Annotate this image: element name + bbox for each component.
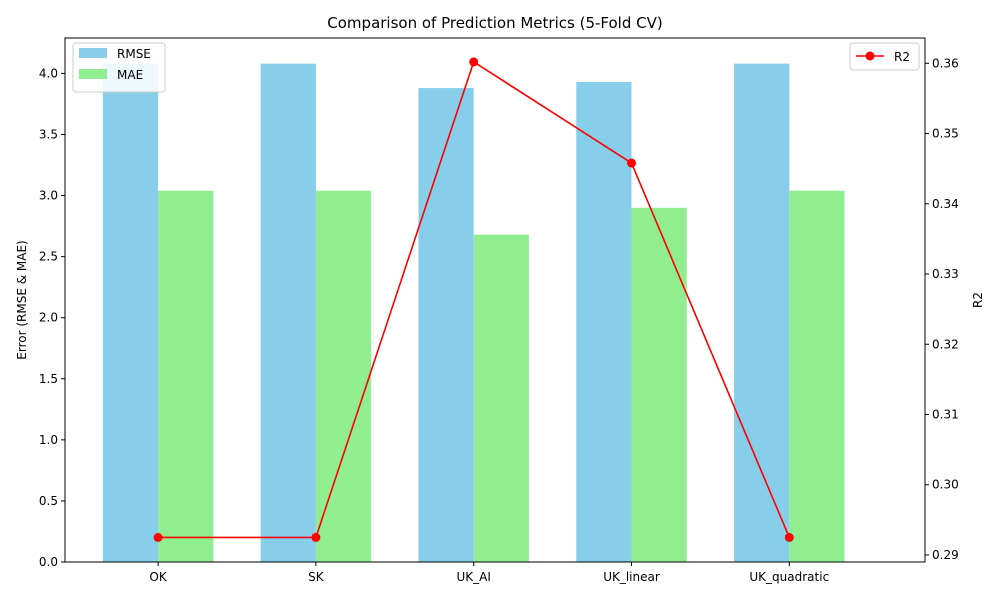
r2-point-uk_linear (626, 158, 636, 168)
axes-layer: 0.0 0.5 1.0 1.5 2.0 2.5 3.0 3.5 4.0 0.29 0.30 0.31 0… (39, 37, 959, 584)
bar-mae-uk_ai (473, 234, 529, 562)
legend-right: R2 (849, 42, 920, 71)
bar-rmse-uk_quadratic (734, 63, 790, 562)
y-tick-label: 1.0 (39, 433, 58, 447)
r2-line-layer (153, 57, 794, 542)
plot-frame (64, 37, 926, 563)
bar-mae-sk (315, 190, 372, 562)
x-tick-label: UK_linear (603, 570, 660, 584)
legend-swatch-rmse (79, 48, 107, 58)
y2-tick-label: 0.31 (932, 407, 959, 421)
bar-rmse-ok (102, 63, 159, 562)
x-tick-label: OK (149, 570, 167, 584)
y2-tick-label: 0.33 (932, 267, 959, 281)
y-tick-label: 3.0 (39, 189, 58, 203)
r2-point-uk_quadratic (784, 532, 794, 542)
y-tick-label: 3.5 (39, 127, 58, 141)
bars-layer (102, 63, 845, 562)
y-tick-label: 2.0 (39, 311, 58, 325)
bar-mae-uk_quadratic (789, 190, 845, 562)
y2-tick-label: 0.29 (932, 548, 959, 562)
y-tick-label: 2.5 (39, 250, 58, 264)
x-tick-label: SK (308, 570, 325, 584)
bar-mae-uk_linear (631, 207, 687, 562)
y-axis-title: Error (RMSE & MAE) (15, 240, 29, 359)
y-tick-label: 1.5 (39, 372, 58, 386)
y-tick-label: 0.0 (39, 555, 58, 569)
y2-tick-label: 0.30 (932, 478, 959, 492)
y-tick-label: 0.5 (39, 494, 58, 508)
bar-rmse-uk_ai (418, 88, 474, 562)
bar-rmse-sk (260, 63, 316, 562)
legend-label-r2: R2 (894, 50, 910, 64)
y2-tick-label: 0.32 (932, 337, 959, 351)
y2-tick-label: 0.36 (932, 56, 959, 70)
bar-mae-ok (158, 190, 214, 562)
x-tick-label: UK_AI (456, 570, 490, 584)
legend-swatch-mae (79, 69, 107, 79)
legend-left: RMSE MAE (72, 42, 166, 93)
y2-axis-title: R2 (971, 292, 985, 308)
y2-tick-label: 0.34 (932, 197, 959, 211)
chart-title: Comparison of Prediction Metrics (5-Fold… (327, 14, 662, 32)
r2-point-ok (153, 532, 163, 542)
legend-right-frame (849, 42, 920, 71)
x-tick-label: UK_quadratic (749, 570, 829, 584)
r2-point-uk_ai (469, 57, 479, 67)
legend-label-mae: MAE (117, 68, 143, 82)
legend-marker-r2 (865, 51, 875, 61)
bar-rmse-uk_linear (576, 81, 632, 562)
r2-point-sk (311, 532, 321, 542)
y-tick-label: 4.0 (39, 66, 58, 80)
y2-tick-label: 0.35 (932, 127, 959, 141)
legend-label-rmse: RMSE (117, 47, 151, 61)
